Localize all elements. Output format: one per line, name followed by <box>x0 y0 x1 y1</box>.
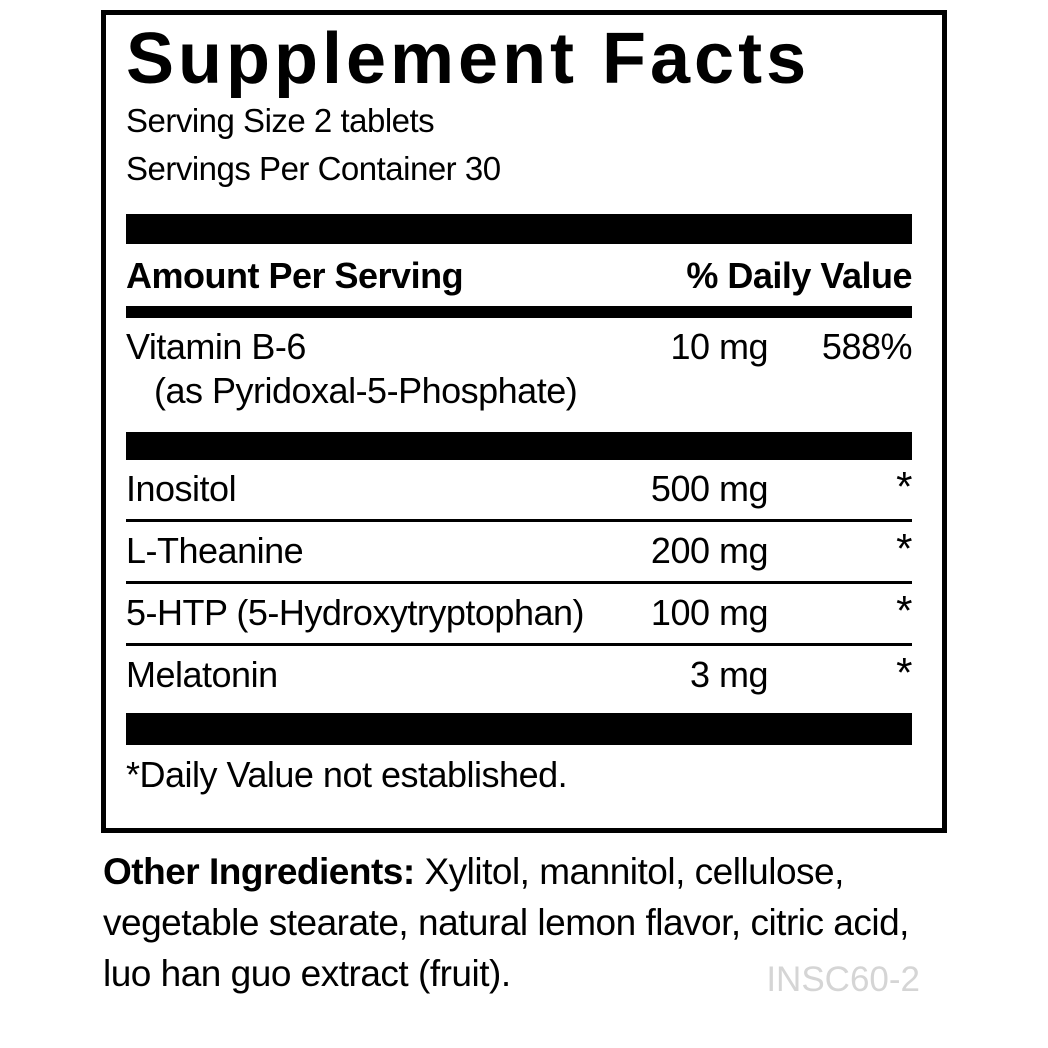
divider-bar-under-header <box>126 306 912 319</box>
nutrient-row-l-theanine: L-Theanine 200 mg * <box>126 519 913 581</box>
nutrient-name: 5-HTP (5-Hydroxytryptophan) <box>126 592 585 634</box>
nutrient-row-inositol: Inositol 500 mg * <box>126 460 913 519</box>
daily-value-asterisk: * <box>896 463 912 511</box>
other-ingredients-line-2: vegetable stearate, natural lemon flavor… <box>103 902 909 944</box>
column-header-amount: Amount Per Serving <box>126 255 464 297</box>
daily-value-footnote: *Daily Value not established. <box>126 754 568 796</box>
other-ingredients-line-1: Other Ingredients: Xylitol, mannitol, ce… <box>103 846 948 897</box>
nutrient-row-5-htp: 5-HTP (5-Hydroxytryptophan) 100 mg * <box>126 581 913 643</box>
nutrient-name: Inositol <box>126 468 237 510</box>
serving-size-text: Serving Size 2 tablets <box>126 102 435 140</box>
nutrient-amount: 3 mg <box>689 654 769 696</box>
servings-per-container-text: Servings Per Container 30 <box>126 149 501 187</box>
other-ingredients-line-3: luo han guo extract (fruit). <box>103 953 511 995</box>
nutrient-name: Vitamin B-6 <box>126 326 306 368</box>
nutrient-amount: 10 mg <box>670 326 768 368</box>
divider-bar-bottom <box>126 713 912 746</box>
nutrient-name: Melatonin <box>126 654 278 696</box>
other-ingredients-label: Other Ingredients: <box>103 851 415 892</box>
product-code: INSC60-2 <box>766 960 920 999</box>
daily-value-asterisk: * <box>896 587 912 635</box>
divider-bar-top <box>126 214 912 245</box>
nutrient-daily-value: 588% <box>821 326 913 368</box>
nutrient-amount: 500 mg <box>650 468 769 510</box>
nutrient-row-melatonin: Melatonin 3 mg * <box>126 643 913 705</box>
supplement-facts-panel: Supplement Facts Serving Size 2 tablets … <box>101 10 947 833</box>
panel-title: Supplement Facts <box>126 19 811 99</box>
nutrient-name: L-Theanine <box>126 530 304 572</box>
column-header-daily-value: % Daily Value <box>686 255 912 297</box>
daily-value-asterisk: * <box>896 525 912 573</box>
other-ingredients-text: Xylitol, mannitol, cellulose, <box>424 851 844 892</box>
nutrient-detail-vitamin-b6: (as Pyridoxal-5-Phosphate) <box>154 370 578 412</box>
nutrient-row-vitamin-b6: Vitamin B-6 10 mg 588% <box>126 318 913 370</box>
column-header-row: Amount Per Serving % Daily Value <box>126 244 912 306</box>
divider-bar-middle <box>126 432 912 461</box>
daily-value-asterisk: * <box>896 649 912 697</box>
other-ingredients-section: Other Ingredients: Xylitol, mannitol, ce… <box>103 846 948 999</box>
nutrient-amount: 200 mg <box>650 530 769 572</box>
nutrient-amount: 100 mg <box>650 592 769 634</box>
